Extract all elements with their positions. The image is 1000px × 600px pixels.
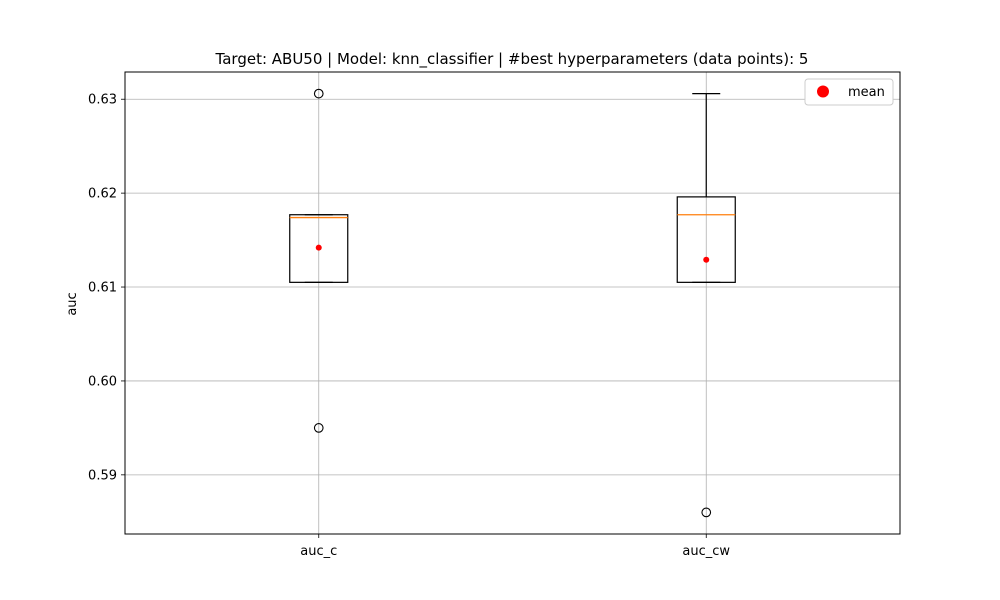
- chart-title: Target: ABU50 | Model: knn_classifier | …: [215, 50, 809, 69]
- x-tick-label: auc_cw: [682, 544, 730, 559]
- y-tick-label: 0.63: [88, 93, 117, 108]
- legend-mean-marker: [817, 85, 829, 98]
- y-tick-label: 0.61: [88, 281, 117, 296]
- plot-layer: [289, 88, 736, 518]
- outlier-point: [313, 88, 324, 99]
- iqr-box: [289, 214, 349, 283]
- outlier-point: [701, 507, 712, 518]
- legend: mean: [804, 78, 894, 106]
- y-tick-label: 0.62: [88, 187, 117, 202]
- y-tick-label: 0.60: [88, 374, 117, 389]
- axes-frame: [124, 71, 901, 535]
- legend-frame: [804, 78, 894, 106]
- legend-mean-label: mean: [848, 85, 885, 100]
- outlier-point: [313, 423, 324, 433]
- y-tick-label: 0.59: [88, 468, 117, 483]
- x-tick-label: auc_c: [300, 544, 337, 559]
- iqr-box: [676, 196, 736, 283]
- mean-marker: [315, 244, 322, 251]
- y-axis-label: auc: [65, 292, 80, 315]
- mean-marker: [703, 256, 710, 263]
- grid-layer: [125, 72, 900, 534]
- axes-layer: 0.59 0.60 0.61 0.62 0.63 auc_c auc_cw: [88, 71, 901, 559]
